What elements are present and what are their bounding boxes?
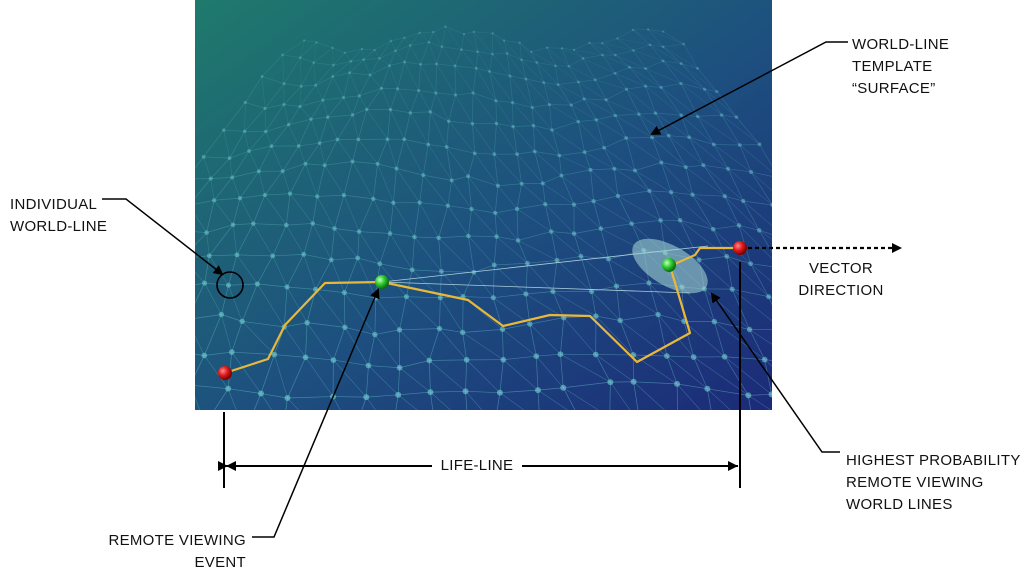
remote-viewing-event-label: REMOTE VIEWING EVENT <box>108 532 246 571</box>
highest-probability-leader <box>710 292 840 453</box>
mesh-network <box>195 25 772 410</box>
life-line-label: LIFE-LINE <box>440 457 514 474</box>
highest-probability-label: HIGHEST PROBABILITY REMOTE VIEWING WORLD… <box>846 452 1021 513</box>
individual-world-line-ring <box>216 271 244 299</box>
individual-world-line-leader <box>102 198 224 276</box>
target-point-marker <box>662 258 676 272</box>
individual-world-line-label: INDIVIDUAL WORLD-LINE <box>10 196 108 235</box>
life-line-dimension <box>218 262 741 488</box>
world-line-template-label: WORLD-LINE TEMPLATE “SURFACE” <box>852 36 950 97</box>
life-path <box>224 246 740 375</box>
end-point-marker <box>733 241 747 255</box>
world-line-template-leader <box>650 41 848 135</box>
start-point-marker <box>218 366 232 380</box>
remote-viewing-event-leader <box>252 288 380 538</box>
remote-viewing-event-marker <box>375 275 389 289</box>
vector-direction-label: VECTOR DIRECTION <box>798 260 884 299</box>
